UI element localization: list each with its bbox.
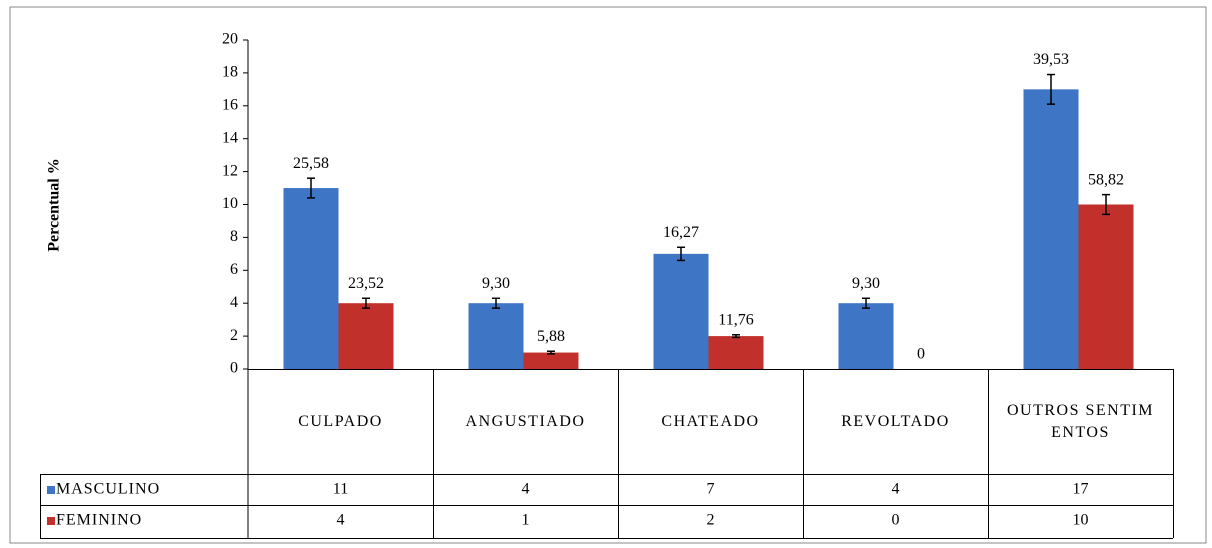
bar bbox=[838, 303, 894, 369]
data-label: 11,76 bbox=[718, 311, 753, 328]
table-cell: 2 bbox=[707, 512, 715, 529]
data-label: 25,58 bbox=[293, 155, 329, 172]
y-tick-label: 12 bbox=[222, 162, 238, 179]
data-label: 0 bbox=[917, 346, 925, 363]
bar bbox=[468, 303, 524, 369]
data-label: 16,27 bbox=[663, 224, 699, 241]
legend-key bbox=[47, 486, 55, 494]
table-cell: 1 bbox=[522, 512, 530, 529]
table-cell: 7 bbox=[707, 481, 715, 498]
table-cell: 11 bbox=[333, 481, 348, 498]
table-lines bbox=[40, 40, 1174, 539]
y-tick-label: 20 bbox=[222, 31, 238, 48]
table-cell: 10 bbox=[1073, 512, 1089, 529]
bar bbox=[653, 253, 709, 369]
y-tick-label: 8 bbox=[230, 228, 238, 245]
y-tick-label: 16 bbox=[222, 96, 238, 113]
legend-label: FEMININO bbox=[56, 512, 142, 529]
table-cell: 17 bbox=[1073, 481, 1089, 498]
y-axis-label: Percentual % bbox=[46, 158, 63, 251]
x-tick-label: CULPADO bbox=[298, 413, 383, 430]
bar bbox=[1023, 89, 1079, 369]
y-tick-label: 18 bbox=[222, 64, 238, 81]
data-label: 23,52 bbox=[348, 275, 384, 292]
legend-label: MASCULINO bbox=[56, 481, 160, 498]
chart-frame bbox=[9, 6, 1207, 544]
table-cell: 4 bbox=[892, 481, 900, 498]
bar bbox=[338, 303, 394, 369]
x-tick-label: CHATEADO bbox=[661, 413, 760, 430]
table-cell: 0 bbox=[892, 512, 900, 529]
y-tick-label: 6 bbox=[230, 261, 238, 278]
x-tick-label: ANGUSTIADO bbox=[465, 413, 586, 430]
y-tick-label: 0 bbox=[230, 360, 238, 377]
y-tick-label: 14 bbox=[222, 129, 238, 146]
x-tick-label: OUTROS SENTIMENTOS bbox=[1006, 402, 1155, 441]
bar bbox=[283, 188, 339, 369]
data-label: 9,30 bbox=[852, 275, 880, 292]
y-tick-label: 10 bbox=[222, 195, 238, 212]
table-cell: 4 bbox=[522, 481, 530, 498]
data-label: 9,30 bbox=[482, 275, 510, 292]
y-tick-label: 2 bbox=[230, 327, 238, 344]
bar bbox=[708, 336, 764, 369]
data-label: 39,53 bbox=[1033, 51, 1069, 68]
bar bbox=[523, 352, 579, 369]
data-label: 5,88 bbox=[537, 328, 565, 345]
x-tick-label: REVOLTADO bbox=[841, 413, 950, 430]
legend-key bbox=[47, 517, 55, 525]
table-cell: 4 bbox=[337, 512, 345, 529]
bar bbox=[1078, 204, 1134, 369]
y-tick-label: 4 bbox=[230, 294, 238, 311]
data-label: 58,82 bbox=[1088, 171, 1124, 188]
